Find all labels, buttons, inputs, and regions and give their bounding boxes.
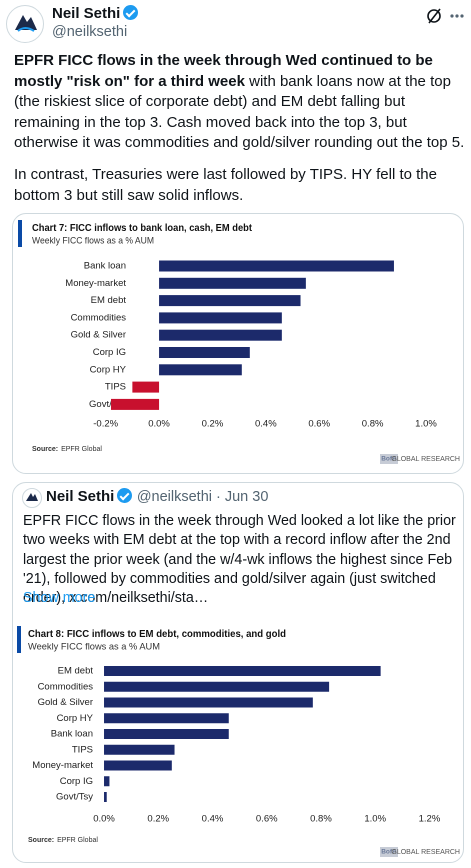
- tweet-text-2: In contrast, Treasuries were last follow…: [14, 166, 437, 204]
- grok-icon[interactable]: [427, 8, 441, 24]
- show-more[interactable]: Show more: [23, 590, 96, 606]
- quoted-handle-date: @neilksethi · Jun 30: [136, 489, 269, 505]
- header-icons: [427, 8, 464, 24]
- avatar[interactable]: [6, 5, 44, 43]
- author-name[interactable]: Neil Sethi: [52, 5, 121, 22]
- quoted-text: EPFR FICC flows in the week through Wed …: [23, 513, 456, 607]
- image-card[interactable]: [12, 213, 464, 474]
- quoted-tweet-card[interactable]: [12, 482, 464, 863]
- quoted-author-name: Neil Sethi: [46, 488, 115, 505]
- verified-badge: [123, 5, 139, 20]
- verified-badge: [117, 488, 133, 503]
- tweet-text: EPFR FICC flows in the week through Wed …: [14, 51, 466, 154]
- tweet-text-bold: EPFR FICC flows in the week through Wed …: [14, 52, 433, 90]
- author-line: Neil Sethi: [52, 5, 139, 23]
- tweet-text-rest: with bank loans now at the top (the risk…: [14, 72, 465, 152]
- quoted-author-line: Neil Sethi @neilksethi · Jun 30: [46, 488, 268, 506]
- more-icon[interactable]: [450, 14, 464, 18]
- author-handle[interactable]: @neilksethi: [52, 24, 128, 40]
- quoted-avatar: [22, 488, 42, 508]
